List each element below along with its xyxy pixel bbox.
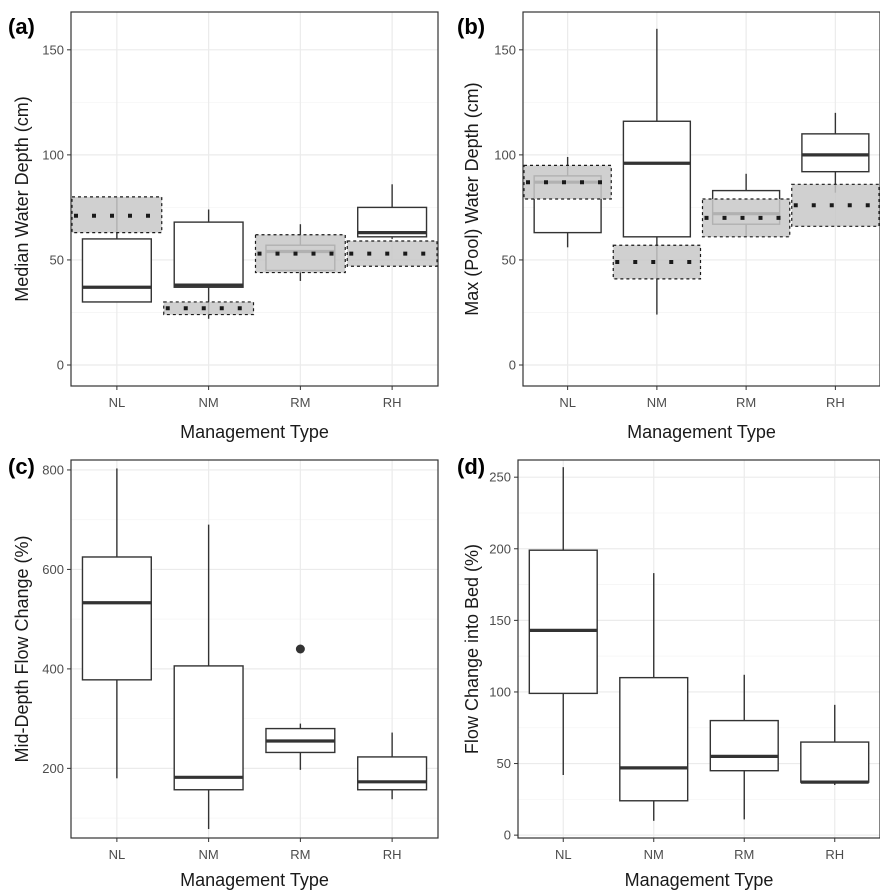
y-tick-label: 0: [509, 357, 516, 372]
x-axis-title: Management Type: [180, 422, 329, 442]
x-tick-label: NM: [644, 847, 664, 862]
x-tick-label: RH: [383, 395, 402, 410]
panel-a: 0 50 100 150 NL NM RM RH Management Type Median W…: [8, 12, 438, 442]
box-iqr: [358, 757, 427, 790]
y-tick-label: 0: [504, 828, 511, 843]
y-tick-label: 100: [494, 147, 516, 162]
y-axis-title: Median Water Depth (cm): [12, 96, 32, 301]
x-tick-label: RH: [826, 395, 845, 410]
x-tick-label: NL: [555, 847, 572, 862]
y-tick-label: 50: [50, 252, 64, 267]
y-tick-label: 100: [489, 684, 511, 699]
reference-band-NL: [72, 197, 162, 233]
outlier-point: [296, 645, 305, 654]
reference-band-RH: [347, 241, 437, 266]
x-tick-label: RM: [290, 847, 310, 862]
y-tick-label: 200: [489, 541, 511, 556]
x-tick-label: NL: [109, 847, 126, 862]
y-axis-title: Flow Change into Bed (%): [462, 544, 482, 754]
y-tick-label: 400: [42, 661, 64, 676]
reference-band-NL: [524, 165, 611, 199]
y-tick-label: 150: [489, 613, 511, 628]
box-iqr: [802, 134, 869, 172]
x-tick-label: NM: [647, 395, 667, 410]
box-iqr: [801, 742, 869, 782]
y-axis-title: Mid-Depth Flow Change (%): [12, 535, 32, 762]
panel-label: (b): [457, 14, 485, 39]
reference-band-NM: [164, 302, 254, 315]
y-axis-title: Max (Pool) Water Depth (cm): [462, 82, 482, 315]
x-axis-title: Management Type: [625, 870, 774, 890]
x-tick-label: NM: [199, 395, 219, 410]
panel-label: (d): [457, 454, 485, 479]
y-tick-label: 600: [42, 562, 64, 577]
x-tick-label: RM: [290, 395, 310, 410]
y-tick-label: 0: [57, 357, 64, 372]
x-tick-label: NM: [199, 847, 219, 862]
reference-band-RM: [703, 199, 790, 237]
reference-band-NM: [613, 245, 700, 279]
box-iqr: [710, 721, 778, 771]
x-tick-label: RH: [383, 847, 402, 862]
box-iqr: [620, 678, 688, 801]
x-tick-label: RM: [736, 395, 756, 410]
y-tick-label: 50: [497, 756, 511, 771]
y-tick-label: 100: [42, 147, 64, 162]
panel-c: 200 400 600 800 NL NM RM RH Management Type Mid-D…: [8, 454, 438, 890]
y-tick-label: 250: [489, 470, 511, 485]
y-tick-label: 50: [502, 252, 516, 267]
box-iqr: [174, 222, 243, 287]
box-iqr: [174, 666, 243, 790]
reference-band-RH: [792, 184, 879, 226]
box-iqr: [82, 239, 151, 302]
x-tick-label: RH: [825, 847, 844, 862]
y-tick-label: 150: [42, 42, 64, 57]
panel-label: (a): [8, 14, 35, 39]
panel-d: 0 50 100 150 200 250 NL NM RM RH Management Type Fl…: [457, 454, 880, 890]
x-tick-label: RM: [734, 847, 754, 862]
box-iqr: [529, 550, 597, 693]
box-iqr: [623, 121, 690, 237]
panel-label: (c): [8, 454, 35, 479]
x-tick-label: NL: [109, 395, 126, 410]
x-axis-title: Management Type: [180, 870, 329, 890]
reference-band-RM: [256, 235, 346, 273]
y-tick-label: 200: [42, 761, 64, 776]
box-iqr: [82, 557, 151, 680]
x-tick-label: NL: [559, 395, 576, 410]
y-tick-label: 800: [42, 462, 64, 477]
x-axis-title: Management Type: [627, 422, 776, 442]
panel-b: 0 50 100 150 NL NM RM RH Management Type Max (Poo…: [457, 12, 880, 442]
y-tick-label: 150: [494, 42, 516, 57]
